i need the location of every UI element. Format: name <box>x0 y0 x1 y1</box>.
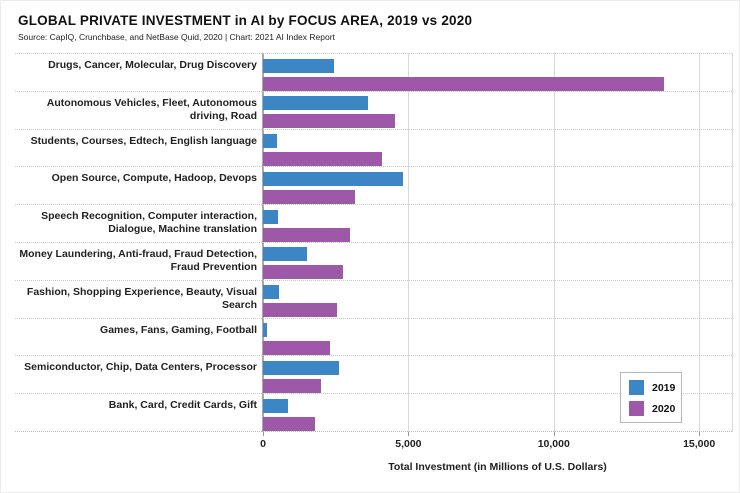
category-row: Money Laundering, Anti-fraud, Fraud Dete… <box>15 241 732 280</box>
bar-2020 <box>263 227 351 242</box>
bar-2019 <box>263 134 277 149</box>
bar-group <box>263 54 732 91</box>
x-tick-mark <box>699 431 701 436</box>
x-tick-mark <box>263 431 264 436</box>
x-axis: 0 5,000 10,000 15,000 <box>260 431 732 454</box>
x-tick-label: 0 <box>260 437 266 450</box>
bar-2020 <box>263 189 355 204</box>
bar-2020 <box>263 152 383 167</box>
bar-2019 <box>263 247 307 262</box>
bar-2019 <box>263 209 279 224</box>
x-tick-label: 15,000 <box>683 437 716 450</box>
category-label: Autonomous Vehicles, Fleet, Autonomous d… <box>46 96 257 122</box>
x-tick-label: 10,000 <box>537 437 570 450</box>
category-row: Speech Recognition, Computer interaction… <box>15 204 732 242</box>
category-label: Bank, Card, Credit Cards, Gift <box>108 399 257 412</box>
bar-2019 <box>263 58 335 73</box>
category-row: Games, Fans, Gaming, Football <box>15 317 732 356</box>
bar-2020 <box>263 341 330 356</box>
bar-2019 <box>263 323 268 338</box>
category-label: Fashion, Shopping Experience, Beauty, Vi… <box>26 285 257 311</box>
x-tick-mark <box>408 431 410 436</box>
bar-group <box>263 130 732 167</box>
bar-2020 <box>263 303 338 318</box>
category-label: Students, Courses, Edtech, English langu… <box>30 134 257 147</box>
bar-2019 <box>263 171 403 186</box>
legend-entry-2019: 2019 <box>629 380 676 395</box>
category-label: Semiconductor, Chip, Data Centers, Proce… <box>24 361 257 374</box>
bar-group <box>263 319 732 356</box>
bar-2020 <box>263 416 316 431</box>
bar-2019 <box>263 398 288 413</box>
bar-group <box>263 394 732 431</box>
x-axis-title: Total Investment (in Millions of U.S. Do… <box>388 460 607 473</box>
chart-source-caption: Source: CapIQ, Crunchbase, and NetBase Q… <box>18 32 335 42</box>
category-row: Students, Courses, Edtech, English langu… <box>15 128 732 167</box>
bar-2020 <box>263 265 343 280</box>
plot-right-border <box>732 53 733 432</box>
category-row: Fashion, Shopping Experience, Beauty, Vi… <box>15 279 732 318</box>
category-row: Drugs, Cancer, Molecular, Drug Discovery <box>15 53 732 91</box>
chart-area: Drugs, Cancer, Molecular, Drug Discovery… <box>15 53 733 473</box>
legend-label: 2019 <box>652 381 676 394</box>
x-tick-mark <box>553 431 555 436</box>
bar-group <box>263 92 732 129</box>
bar-rows: Drugs, Cancer, Molecular, Drug Discovery… <box>15 53 732 432</box>
plot-area: Drugs, Cancer, Molecular, Drug Discovery… <box>15 53 733 432</box>
bar-2020 <box>263 114 396 129</box>
x-tick-label: 5,000 <box>395 437 422 450</box>
bar-2019 <box>263 285 279 300</box>
legend-swatch-2020 <box>629 401 644 416</box>
bar-group <box>263 356 732 393</box>
bar-group <box>263 243 732 280</box>
bar-group <box>263 205 732 242</box>
legend-entry-2020: 2020 <box>629 401 676 416</box>
bar-2020 <box>263 378 322 393</box>
legend-label: 2020 <box>652 402 676 415</box>
bar-2019 <box>263 96 368 111</box>
chart-title: GLOBAL PRIVATE INVESTMENT in AI by FOCUS… <box>18 13 473 28</box>
category-label: Speech Recognition, Computer interaction… <box>41 210 257 236</box>
category-row: Autonomous Vehicles, Fleet, Autonomous d… <box>15 90 732 129</box>
category-row: Bank, Card, Credit Cards, Gift <box>15 393 732 431</box>
bar-2019 <box>263 360 339 375</box>
legend-box: 2019 2020 <box>620 372 682 423</box>
category-row: Open Source, Compute, Hadoop, Devops <box>15 166 732 204</box>
bar-group <box>263 167 732 204</box>
category-label: Money Laundering, Anti-fraud, Fraud Dete… <box>19 247 257 273</box>
bar-group <box>263 281 732 318</box>
category-label: Games, Fans, Gaming, Football <box>100 323 257 336</box>
bar-2020 <box>263 76 665 91</box>
category-row: Semiconductor, Chip, Data Centers, Proce… <box>15 355 732 393</box>
category-label: Drugs, Cancer, Molecular, Drug Discovery <box>48 59 257 71</box>
category-label: Open Source, Compute, Hadoop, Devops <box>51 172 257 185</box>
legend-swatch-2019 <box>629 380 644 395</box>
